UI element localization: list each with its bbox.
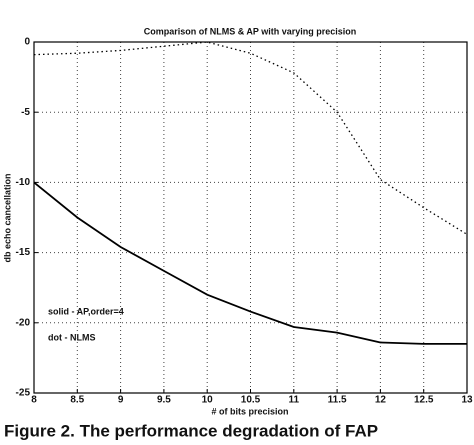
y-axis-label: db echo cancellation <box>2 173 12 262</box>
caption: Figure 2. The performance degradation of… <box>4 421 378 440</box>
x-tick-label: 12.5 <box>414 395 434 406</box>
x-tick-label: 10 <box>202 395 214 406</box>
y-tick-label: -5 <box>21 107 30 118</box>
y-tick-label: 0 <box>24 37 30 48</box>
x-tick-label: 8.5 <box>70 395 84 406</box>
x-tick-label: 13 <box>461 395 473 406</box>
annotation: dot - NLMS <box>48 332 96 342</box>
y-tick-label: -25 <box>16 388 31 399</box>
x-tick-label: 9.5 <box>157 395 171 406</box>
x-tick-label: 9 <box>118 395 124 406</box>
plot-frame <box>33 41 468 394</box>
chart-title: Comparison of NLMS & AP with varying pre… <box>144 26 357 36</box>
y-tick-label: -20 <box>16 317 31 328</box>
data-line <box>33 41 468 235</box>
x-tick-label: 11 <box>289 395 300 406</box>
y-tick-label: -10 <box>16 177 31 188</box>
data-line <box>33 181 467 345</box>
y-tick-label: -15 <box>16 247 31 258</box>
annotation: solid - AP,order=4 <box>48 306 124 316</box>
x-tick-label: 11.5 <box>328 395 347 406</box>
x-axis-label: # of bits precision <box>211 406 288 416</box>
x-tick-label: 8 <box>31 395 37 406</box>
x-tick-label: 10.5 <box>241 395 261 406</box>
x-tick-label: 12 <box>375 395 387 406</box>
